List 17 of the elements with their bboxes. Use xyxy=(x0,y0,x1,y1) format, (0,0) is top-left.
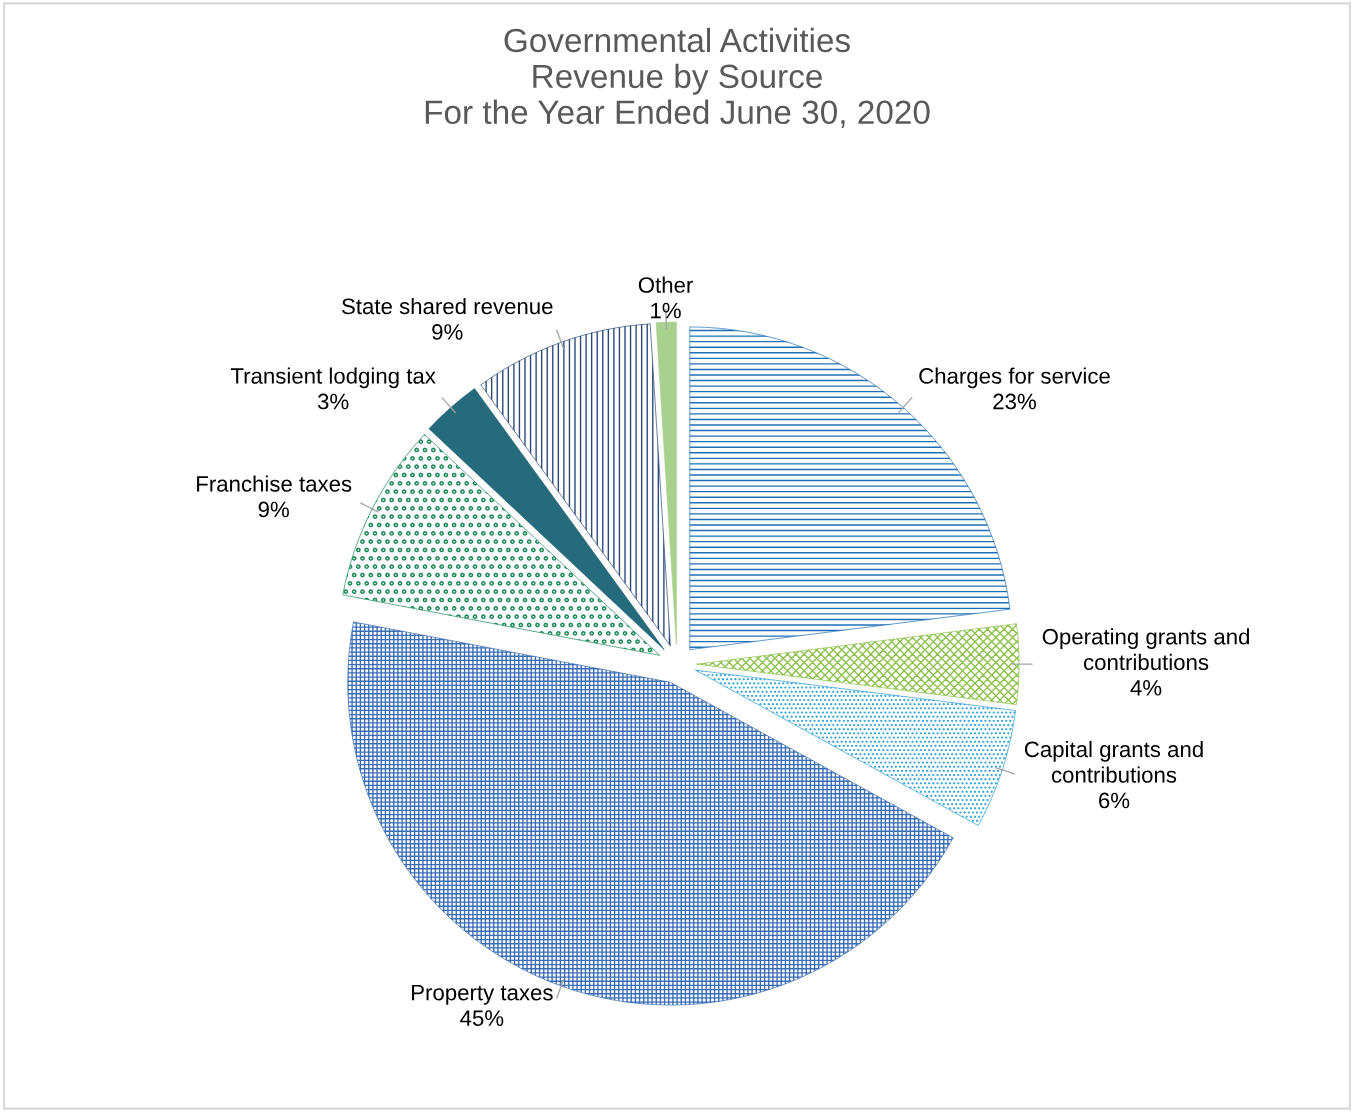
data-label: 6% xyxy=(1099,792,1130,809)
slice-label: Charges for service xyxy=(919,367,1110,389)
slice-label: Franchise taxes xyxy=(197,475,352,492)
data-label: 1% xyxy=(651,302,681,319)
slice-label: Capital grants and contributions xyxy=(1024,740,1203,783)
data-label: 23% xyxy=(993,393,1036,410)
slice-label: Property taxes xyxy=(412,984,553,1005)
data-label: 9% xyxy=(432,324,463,340)
data-label: 9% xyxy=(258,501,289,518)
data-label: 45% xyxy=(460,1010,504,1026)
chart-title: Governmental Activities Revenue by Source For the Year Ended June 30, 2020 xyxy=(425,27,930,129)
slice-label: Other xyxy=(638,276,693,293)
slice-label: Operating grants and contributions xyxy=(1042,628,1249,671)
slice-label: State shared revenue xyxy=(342,297,553,315)
slice-label: Transient lodging tax xyxy=(230,367,436,389)
data-label: 4% xyxy=(1130,680,1162,696)
data-label: 3% xyxy=(317,393,349,410)
